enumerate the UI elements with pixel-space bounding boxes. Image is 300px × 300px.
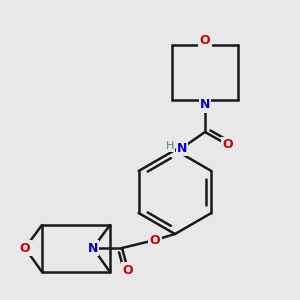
Text: O: O (123, 263, 133, 277)
Text: O: O (150, 233, 160, 247)
Text: N: N (177, 142, 187, 154)
Text: O: O (200, 34, 210, 46)
Text: N: N (88, 242, 98, 254)
Text: N: N (200, 98, 210, 112)
Text: O: O (223, 139, 233, 152)
Text: O: O (20, 242, 30, 254)
Text: H: H (166, 141, 174, 151)
